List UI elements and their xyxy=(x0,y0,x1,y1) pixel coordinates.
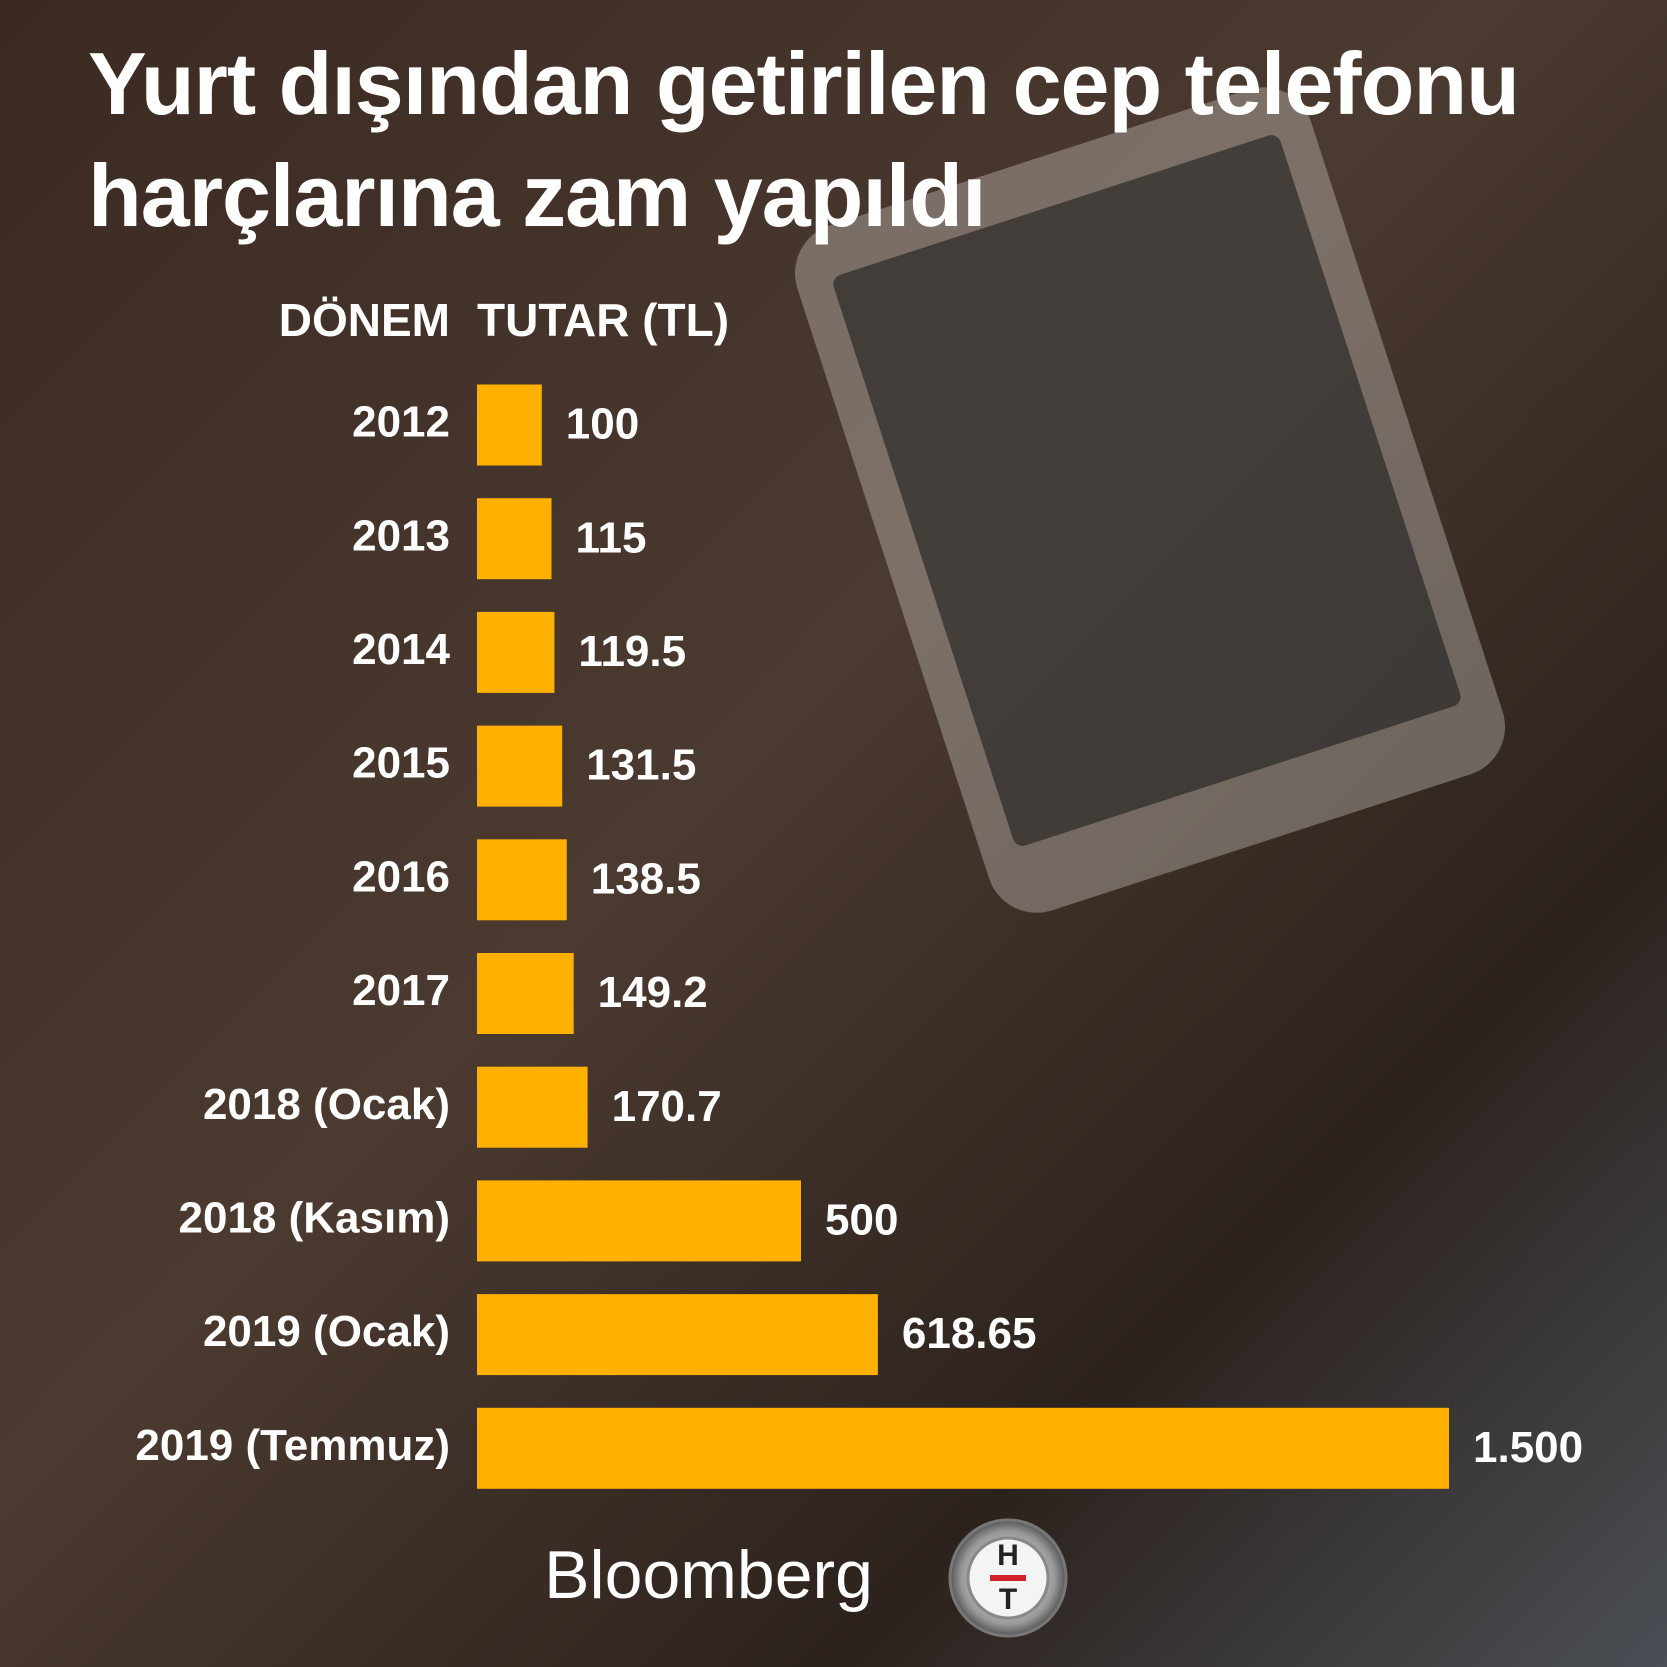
category-label: 2019 (Ocak) xyxy=(203,1307,450,1356)
category-label: 2019 (Temmuz) xyxy=(135,1421,450,1470)
category-label: 2012 xyxy=(352,398,450,447)
category-label: 2018 (Ocak) xyxy=(203,1080,450,1129)
value-label: 170.7 xyxy=(612,1082,722,1131)
value-label: 500 xyxy=(825,1196,898,1245)
chart-title: Yurt dışından getirilen cep telefonu har… xyxy=(88,34,1520,245)
bar xyxy=(477,1066,588,1148)
value-label: 115 xyxy=(576,513,647,562)
badge-bottom: T xyxy=(999,1583,1017,1616)
bar xyxy=(477,839,567,921)
value-label: 1.500 xyxy=(1473,1423,1583,1472)
phone-screen xyxy=(833,135,1461,846)
category-header: DÖNEM xyxy=(279,294,450,346)
bar xyxy=(477,611,555,693)
category-label: 2015 xyxy=(352,739,450,788)
category-label: 2014 xyxy=(352,625,450,674)
category-label: 2016 xyxy=(352,852,450,901)
value-label: 100 xyxy=(566,400,639,449)
value-label: 618.65 xyxy=(902,1309,1037,1358)
bar xyxy=(477,725,563,807)
bar xyxy=(477,498,552,580)
value-label: 149.2 xyxy=(598,968,708,1017)
badge-top: H xyxy=(997,1539,1019,1572)
value-label: 131.5 xyxy=(586,741,696,790)
bar xyxy=(477,384,542,466)
bar xyxy=(477,1407,1449,1489)
value-header: TUTAR (TL) xyxy=(477,294,729,346)
category-label: 2013 xyxy=(352,511,450,560)
badge-bar xyxy=(990,1575,1026,1581)
value-label: 138.5 xyxy=(591,854,701,903)
category-label: 2018 (Kasım) xyxy=(179,1194,450,1243)
category-label: 2017 xyxy=(352,966,450,1015)
bar xyxy=(477,1294,878,1376)
value-label: 119.5 xyxy=(578,627,686,676)
source-logo: Bloomberg xyxy=(544,1537,873,1613)
bar xyxy=(477,953,574,1034)
bar xyxy=(477,1180,801,1262)
